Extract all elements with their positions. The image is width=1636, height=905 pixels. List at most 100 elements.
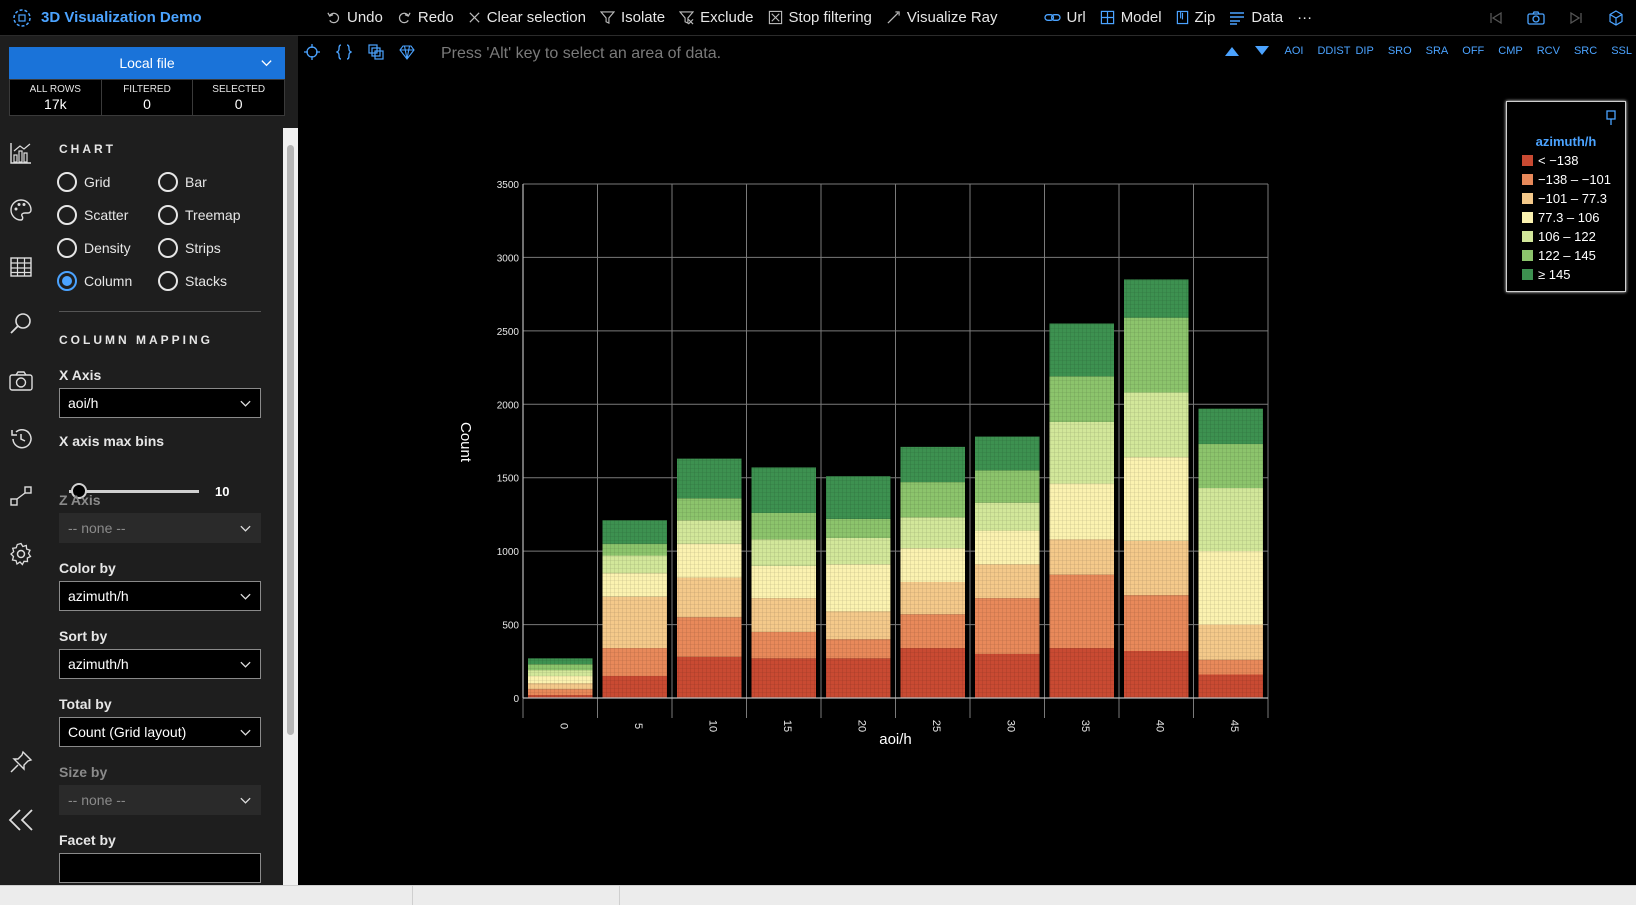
chart-type-grid-label: Grid [84, 174, 111, 190]
max-bins-slider-track[interactable] [69, 490, 199, 493]
stop-filtering-button[interactable]: Stop filtering [768, 9, 872, 26]
legend-label: 122 – 145 [1538, 248, 1596, 263]
camera-icon [1527, 11, 1545, 25]
sort-by-select[interactable]: azimuth/h [59, 649, 261, 679]
chart-type-stacks[interactable]: Stacks [158, 271, 227, 291]
data-icon [1230, 11, 1245, 25]
size-by-select[interactable]: -- none -- [59, 785, 261, 815]
legend-label: 77.3 – 106 [1538, 210, 1600, 225]
isolate-button[interactable]: Isolate [599, 9, 665, 26]
shortcut-ddist[interactable]: DDIST [1317, 45, 1351, 57]
triangle-up-icon[interactable] [1224, 46, 1239, 56]
redo-button[interactable]: Redo [397, 9, 454, 26]
clear-selection-button[interactable]: Clear selection [468, 9, 586, 26]
shortcut-dip[interactable]: DIP [1355, 45, 1374, 57]
next-frame-button[interactable] [1556, 11, 1596, 25]
triangle-down-icon[interactable] [1254, 46, 1269, 56]
total-by-value: Count (Grid layout) [68, 724, 187, 740]
pin-icon[interactable] [1605, 110, 1617, 126]
link-icon [1043, 14, 1061, 21]
column-chart[interactable]: 0 500 1000 1500 2000 2500 3000 3500 0 5 10 15 20 25 30… [298, 36, 1498, 836]
row-counts: ALL ROWS 17k FILTERED 0 SELECTED 0 [9, 79, 285, 116]
shortcut-sra[interactable]: SRA [1425, 45, 1449, 57]
chart-settings-tab[interactable] [6, 138, 36, 168]
shortcut-aoi[interactable]: AOI [1284, 45, 1304, 57]
legend-item[interactable]: 106 – 122 [1522, 229, 1596, 244]
shortcut-cmp[interactable]: CMP [1498, 45, 1523, 57]
visualize-ray-button[interactable]: Visualize Ray [886, 9, 998, 26]
settings-tab[interactable] [6, 539, 36, 569]
legend-item[interactable]: 77.3 – 106 [1522, 210, 1599, 225]
chart-type-density-label: Density [84, 240, 131, 256]
facet-by-select[interactable] [59, 853, 261, 883]
shortcut-src[interactable]: SRC [1573, 45, 1598, 57]
pin-button[interactable] [6, 747, 36, 777]
exclude-button[interactable]: Exclude [679, 9, 754, 26]
x-tick-label: 5 [632, 723, 644, 729]
chart-type-grid[interactable]: Grid [57, 172, 110, 192]
settings-panel: CHART Grid Bar Scatter Treemap Density S… [43, 128, 283, 885]
x-axis-select[interactable]: aoi/h [59, 388, 261, 418]
chevron-down-icon [240, 400, 251, 407]
previous-frame-button[interactable] [1476, 11, 1516, 25]
size-by-label: Size by [59, 764, 108, 780]
close-icon [469, 12, 480, 23]
more-button[interactable]: ··· [1297, 9, 1312, 26]
chart-type-column[interactable]: Column [57, 271, 132, 291]
exclude-label: Exclude [700, 9, 754, 26]
legend-item[interactable]: < −138 [1522, 153, 1579, 168]
filtered-label: FILTERED [123, 84, 171, 95]
z-axis-label: Z Axis [59, 492, 101, 508]
bar-texture [528, 658, 593, 698]
url-button[interactable]: Url [1043, 9, 1086, 26]
cube-icon [1609, 10, 1623, 26]
chart-type-scatter[interactable]: Scatter [57, 205, 128, 225]
model-button[interactable]: Model [1100, 9, 1162, 26]
search-tab[interactable] [6, 309, 36, 339]
data-source-dropdown[interactable]: Local file [9, 47, 285, 79]
chart-type-density[interactable]: Density [57, 238, 131, 258]
scrollbar-thumb[interactable] [287, 145, 294, 735]
legend-item[interactable]: −138 – −101 [1522, 172, 1611, 187]
zip-button[interactable]: Zip [1176, 9, 1216, 26]
undo-button[interactable]: Undo [326, 9, 383, 26]
gem-icon[interactable] [399, 44, 415, 60]
shortcut-ssl[interactable]: SSL [1611, 45, 1632, 57]
layers-icon[interactable] [368, 44, 384, 60]
total-by-select[interactable]: Count (Grid layout) [59, 717, 261, 747]
settings-scrollbar[interactable] [283, 128, 298, 885]
zip-label: Zip [1194, 9, 1216, 26]
y-tick-label: 1500 [497, 474, 520, 485]
snapshot-tab[interactable] [6, 366, 36, 396]
color-settings-tab[interactable] [6, 195, 36, 225]
data-button[interactable]: Data [1229, 9, 1283, 26]
shortcut-sro[interactable]: SRO [1387, 45, 1412, 57]
collapse-panel-button[interactable] [6, 805, 36, 835]
chart-type-bar[interactable]: Bar [158, 172, 207, 192]
legend-swatch [1522, 193, 1533, 204]
table-tab[interactable] [6, 252, 36, 282]
x-tick-label: 45 [1228, 720, 1240, 732]
history-tab[interactable] [6, 424, 36, 454]
status-bar [0, 885, 1636, 905]
radio-icon [158, 205, 178, 225]
screenshot-button[interactable] [1516, 11, 1556, 25]
max-bins-slider-handle[interactable] [71, 483, 88, 499]
shortcut-rcv[interactable]: RCV [1536, 45, 1560, 57]
chart-type-strips[interactable]: Strips [158, 238, 221, 258]
legend-item[interactable]: −101 – 77.3 [1522, 191, 1607, 206]
chart-type-treemap[interactable]: Treemap [158, 205, 241, 225]
radio-selected-icon [57, 271, 77, 291]
transition-tab[interactable] [6, 481, 36, 511]
bar-texture [900, 446, 965, 698]
shortcut-off[interactable]: OFF [1462, 45, 1485, 57]
color-by-select[interactable]: azimuth/h [59, 581, 261, 611]
cube-button[interactable] [1596, 10, 1636, 26]
z-axis-select[interactable]: -- none -- [59, 513, 261, 543]
braces-icon[interactable] [336, 44, 352, 60]
legend-item[interactable]: 122 – 145 [1522, 248, 1596, 263]
legend-item[interactable]: ≥ 145 [1522, 267, 1570, 282]
app-title: 3D Visualization Demo [41, 9, 202, 26]
chart-viewport[interactable]: Press 'Alt' key to select an area of dat… [298, 36, 1636, 885]
target-icon[interactable] [304, 44, 320, 60]
